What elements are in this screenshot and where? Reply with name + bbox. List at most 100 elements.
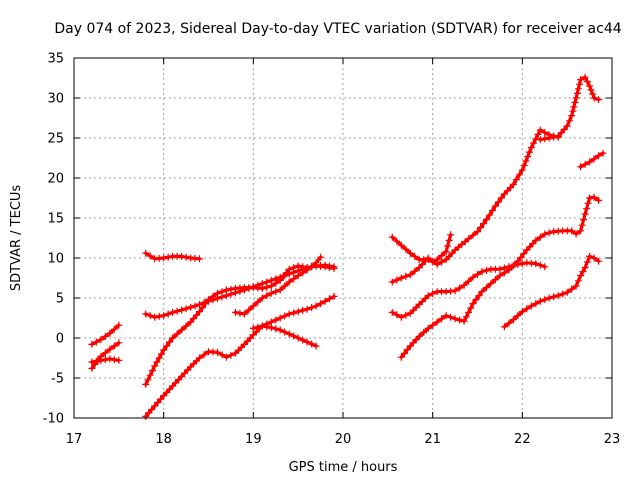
data-point	[583, 205, 591, 213]
y-tick-label: 5	[56, 292, 64, 307]
data-point	[554, 292, 562, 300]
y-tick-label: 15	[47, 212, 64, 227]
data-point	[442, 312, 450, 320]
y-tick-label: 30	[47, 92, 64, 107]
data-point	[142, 412, 150, 420]
data-point	[469, 273, 477, 281]
x-axis-label: GPS time / hours	[289, 460, 398, 475]
data-point	[586, 194, 594, 202]
data-point	[488, 207, 496, 214]
data-point	[518, 260, 526, 268]
data-point	[142, 380, 150, 388]
data-point	[409, 339, 417, 347]
x-tick-label: 20	[335, 432, 352, 447]
data-point	[200, 351, 208, 359]
data-point	[142, 310, 150, 318]
data-point	[294, 272, 302, 280]
data-point	[196, 354, 203, 362]
data-point	[536, 126, 544, 134]
data-point	[193, 311, 200, 319]
data-point	[312, 259, 320, 267]
data-point	[586, 158, 594, 166]
data-point	[421, 257, 429, 265]
data-point	[577, 272, 585, 280]
data-point	[160, 254, 168, 262]
data-point	[581, 264, 589, 272]
data-point	[397, 353, 405, 361]
data-point	[424, 292, 432, 300]
data-point	[164, 253, 172, 261]
series-arc-9	[249, 322, 320, 350]
data-point	[480, 220, 487, 228]
data-point	[157, 395, 165, 403]
data-point	[308, 340, 316, 348]
data-point	[172, 379, 180, 387]
data-point	[227, 351, 235, 359]
data-point	[550, 133, 558, 141]
data-point	[166, 338, 174, 346]
data-point	[246, 334, 254, 342]
data-point	[157, 350, 165, 358]
data-point	[445, 252, 453, 260]
data-point	[164, 310, 172, 318]
series-layer	[88, 73, 607, 420]
data-point	[465, 308, 472, 316]
data-point	[290, 309, 298, 317]
data-point	[412, 336, 420, 344]
data-point	[196, 300, 203, 308]
data-point	[411, 267, 419, 275]
data-point	[559, 290, 567, 298]
data-point	[574, 85, 582, 93]
data-point	[308, 304, 316, 312]
data-point	[599, 149, 607, 157]
data-point	[173, 330, 181, 338]
data-point	[182, 322, 190, 330]
data-point	[101, 356, 109, 364]
data-point	[115, 356, 123, 364]
data-point	[149, 367, 156, 375]
data-point	[145, 409, 153, 417]
data-point	[424, 254, 432, 262]
data-point	[509, 180, 517, 188]
data-point	[290, 264, 298, 272]
y-axis: -10 -5 0 5 10 15 20 25 30 35	[43, 52, 612, 427]
data-point	[568, 227, 576, 235]
data-point	[467, 304, 475, 312]
series-arc-16	[577, 149, 607, 171]
data-point	[520, 250, 528, 258]
data-point	[530, 139, 537, 147]
data-point	[406, 271, 414, 279]
data-point	[227, 285, 235, 293]
data-point	[308, 262, 316, 270]
data-point	[178, 326, 186, 334]
data-point	[388, 233, 396, 241]
data-point	[178, 306, 186, 314]
series-arc-14	[500, 252, 603, 331]
data-point	[469, 300, 477, 308]
data-point	[231, 308, 239, 316]
data-point	[415, 264, 423, 272]
data-point	[169, 334, 177, 342]
data-point	[460, 281, 468, 289]
data-point	[263, 283, 271, 291]
data-point	[173, 307, 181, 315]
data-point	[299, 269, 307, 277]
data-point	[88, 340, 96, 348]
data-point	[303, 266, 311, 274]
data-point	[500, 190, 508, 198]
data-point	[523, 305, 531, 313]
data-point	[272, 279, 280, 287]
data-point	[160, 312, 168, 320]
data-point	[388, 308, 396, 316]
data-point	[550, 293, 558, 301]
x-tick-label: 21	[424, 432, 441, 447]
data-point	[590, 193, 598, 201]
data-point	[214, 348, 221, 356]
data-point	[181, 369, 189, 377]
data-point	[234, 346, 242, 354]
data-point	[222, 286, 230, 294]
data-point	[276, 286, 284, 294]
data-point	[571, 98, 579, 106]
data-point	[101, 332, 109, 340]
